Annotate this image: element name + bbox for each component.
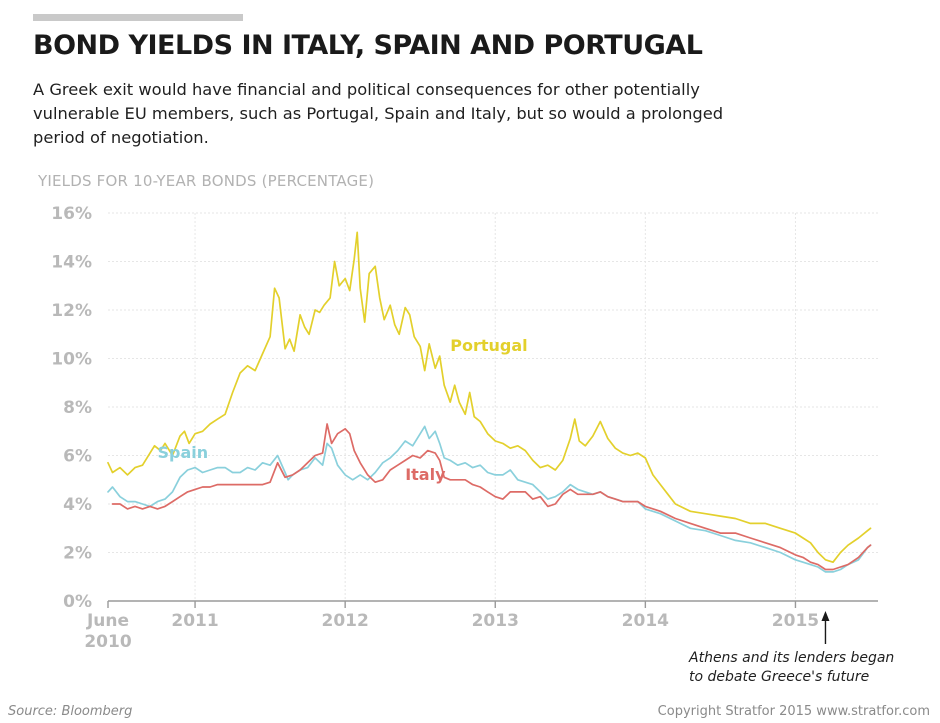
x-tick-label: June xyxy=(86,611,129,631)
y-tick-label: 10% xyxy=(51,350,92,370)
y-tick-label: 14% xyxy=(51,253,92,273)
y-tick-label: 6% xyxy=(63,447,92,467)
series-label-portugal: Portugal xyxy=(450,336,527,355)
x-tick-label: 2011 xyxy=(171,611,218,631)
page-subtitle: A Greek exit would have financial and po… xyxy=(33,80,724,147)
annotation-text: Athens and its lenders began xyxy=(688,650,894,666)
annotation-arrow-head xyxy=(821,611,830,621)
y-tick-label: 8% xyxy=(63,398,92,418)
title-accent-bar xyxy=(33,14,243,21)
annotation-text: to debate Greece's future xyxy=(689,669,869,685)
x-tick-label: 2012 xyxy=(321,611,368,631)
x-tick-label: 2013 xyxy=(472,611,519,631)
x-tick-label-year: 2010 xyxy=(84,632,131,652)
series-label-italy: Italy xyxy=(405,465,446,484)
y-tick-label: 16% xyxy=(51,204,92,224)
y-tick-label: 2% xyxy=(63,544,92,564)
source-note: Source: Bloomberg xyxy=(8,704,133,719)
series-label-spain: Spain xyxy=(158,443,209,462)
y-tick-label: 12% xyxy=(51,301,92,321)
x-tick-label: 2014 xyxy=(622,611,669,631)
x-tick-label: 2015 xyxy=(772,611,819,631)
series-line-spain xyxy=(107,425,872,573)
y-tick-label: 0% xyxy=(63,592,92,612)
series-line-italy xyxy=(111,423,872,571)
series-line-portugal xyxy=(107,231,872,564)
y-tick-label: 4% xyxy=(63,495,92,515)
copyright-note: Copyright Stratfor 2015 www.stratfor.com xyxy=(657,704,930,719)
page-title: BOND YIELDS IN ITALY, SPAIN AND PORTUGAL xyxy=(33,30,703,61)
y-axis-title: YIELDS FOR 10-YEAR BONDS (PERCENTAGE) xyxy=(38,172,375,190)
